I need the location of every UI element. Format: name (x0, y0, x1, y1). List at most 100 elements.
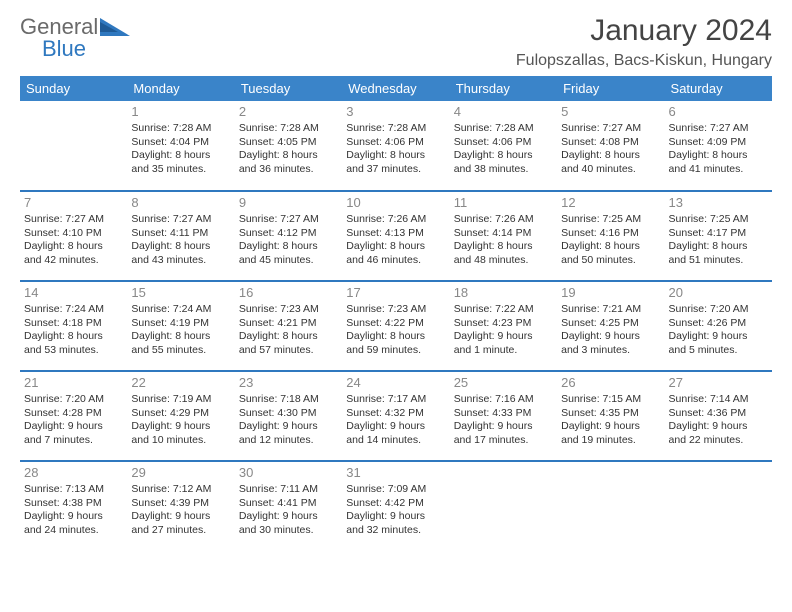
dl1-text: Daylight: 8 hours (239, 330, 338, 344)
day-number: 25 (454, 375, 553, 392)
sunset-text: Sunset: 4:39 PM (131, 497, 230, 511)
calendar-cell: 12Sunrise: 7:25 AMSunset: 4:16 PMDayligh… (557, 191, 664, 281)
calendar-cell: 1Sunrise: 7:28 AMSunset: 4:04 PMDaylight… (127, 101, 234, 191)
dl2-text: and 22 minutes. (669, 434, 768, 448)
sunset-text: Sunset: 4:26 PM (669, 317, 768, 331)
sunrise-text: Sunrise: 7:27 AM (669, 122, 768, 136)
calendar-cell: 8Sunrise: 7:27 AMSunset: 4:11 PMDaylight… (127, 191, 234, 281)
sunrise-text: Sunrise: 7:13 AM (24, 483, 123, 497)
dl1-text: Daylight: 8 hours (24, 330, 123, 344)
dl1-text: Daylight: 9 hours (669, 420, 768, 434)
calendar-row: 1Sunrise: 7:28 AMSunset: 4:04 PMDaylight… (20, 101, 772, 191)
dl2-text: and 32 minutes. (346, 524, 445, 538)
sunrise-text: Sunrise: 7:12 AM (131, 483, 230, 497)
dl2-text: and 36 minutes. (239, 163, 338, 177)
day-number: 13 (669, 195, 768, 212)
dl2-text: and 38 minutes. (454, 163, 553, 177)
sunset-text: Sunset: 4:10 PM (24, 227, 123, 241)
dl2-text: and 55 minutes. (131, 344, 230, 358)
dl2-text: and 48 minutes. (454, 254, 553, 268)
day-number: 21 (24, 375, 123, 392)
dl1-text: Daylight: 8 hours (131, 240, 230, 254)
sunset-text: Sunset: 4:17 PM (669, 227, 768, 241)
dl1-text: Daylight: 9 hours (346, 510, 445, 524)
sunset-text: Sunset: 4:14 PM (454, 227, 553, 241)
logo-triangle-icon (100, 18, 130, 36)
dl1-text: Daylight: 8 hours (669, 240, 768, 254)
dl2-text: and 30 minutes. (239, 524, 338, 538)
day-number: 9 (239, 195, 338, 212)
dl1-text: Daylight: 9 hours (454, 330, 553, 344)
dl1-text: Daylight: 8 hours (669, 149, 768, 163)
dl2-text: and 17 minutes. (454, 434, 553, 448)
sunrise-text: Sunrise: 7:28 AM (239, 122, 338, 136)
sunset-text: Sunset: 4:42 PM (346, 497, 445, 511)
day-number: 2 (239, 104, 338, 121)
sunrise-text: Sunrise: 7:20 AM (669, 303, 768, 317)
calendar-cell: 2Sunrise: 7:28 AMSunset: 4:05 PMDaylight… (235, 101, 342, 191)
day-number: 7 (24, 195, 123, 212)
calendar-cell: 18Sunrise: 7:22 AMSunset: 4:23 PMDayligh… (450, 281, 557, 371)
dl2-text: and 35 minutes. (131, 163, 230, 177)
calendar-cell: 13Sunrise: 7:25 AMSunset: 4:17 PMDayligh… (665, 191, 772, 281)
dl2-text: and 45 minutes. (239, 254, 338, 268)
sunrise-text: Sunrise: 7:24 AM (24, 303, 123, 317)
sunrise-text: Sunrise: 7:18 AM (239, 393, 338, 407)
sunset-text: Sunset: 4:30 PM (239, 407, 338, 421)
weekday-header: Sunday (20, 76, 127, 101)
day-number: 6 (669, 104, 768, 121)
calendar-cell: 30Sunrise: 7:11 AMSunset: 4:41 PMDayligh… (235, 461, 342, 551)
dl2-text: and 42 minutes. (24, 254, 123, 268)
weekday-header: Monday (127, 76, 234, 101)
dl2-text: and 50 minutes. (561, 254, 660, 268)
dl1-text: Daylight: 8 hours (131, 149, 230, 163)
sunset-text: Sunset: 4:29 PM (131, 407, 230, 421)
dl1-text: Daylight: 8 hours (346, 149, 445, 163)
dl1-text: Daylight: 9 hours (454, 420, 553, 434)
dl1-text: Daylight: 9 hours (561, 420, 660, 434)
sunset-text: Sunset: 4:41 PM (239, 497, 338, 511)
dl1-text: Daylight: 8 hours (561, 240, 660, 254)
calendar-cell: 21Sunrise: 7:20 AMSunset: 4:28 PMDayligh… (20, 371, 127, 461)
dl2-text: and 53 minutes. (24, 344, 123, 358)
weekday-header: Wednesday (342, 76, 449, 101)
dl2-text: and 37 minutes. (346, 163, 445, 177)
calendar-cell: 3Sunrise: 7:28 AMSunset: 4:06 PMDaylight… (342, 101, 449, 191)
sunset-text: Sunset: 4:06 PM (346, 136, 445, 150)
calendar-cell (665, 461, 772, 551)
header: General Blue January 2024 Fulopszallas, … (20, 14, 772, 70)
weekday-header: Thursday (450, 76, 557, 101)
sunset-text: Sunset: 4:25 PM (561, 317, 660, 331)
sunrise-text: Sunrise: 7:28 AM (131, 122, 230, 136)
sunrise-text: Sunrise: 7:26 AM (454, 213, 553, 227)
dl1-text: Daylight: 9 hours (239, 420, 338, 434)
calendar-cell: 29Sunrise: 7:12 AMSunset: 4:39 PMDayligh… (127, 461, 234, 551)
dl2-text: and 19 minutes. (561, 434, 660, 448)
dl1-text: Daylight: 8 hours (24, 240, 123, 254)
day-number: 23 (239, 375, 338, 392)
sunrise-text: Sunrise: 7:28 AM (454, 122, 553, 136)
sunset-text: Sunset: 4:13 PM (346, 227, 445, 241)
calendar-cell: 10Sunrise: 7:26 AMSunset: 4:13 PMDayligh… (342, 191, 449, 281)
dl2-text: and 40 minutes. (561, 163, 660, 177)
dl1-text: Daylight: 9 hours (131, 420, 230, 434)
sunrise-text: Sunrise: 7:27 AM (239, 213, 338, 227)
sunrise-text: Sunrise: 7:24 AM (131, 303, 230, 317)
dl1-text: Daylight: 9 hours (24, 510, 123, 524)
sunrise-text: Sunrise: 7:15 AM (561, 393, 660, 407)
calendar-cell: 5Sunrise: 7:27 AMSunset: 4:08 PMDaylight… (557, 101, 664, 191)
day-number: 29 (131, 465, 230, 482)
sunset-text: Sunset: 4:12 PM (239, 227, 338, 241)
sunset-text: Sunset: 4:06 PM (454, 136, 553, 150)
sunset-text: Sunset: 4:23 PM (454, 317, 553, 331)
sunrise-text: Sunrise: 7:28 AM (346, 122, 445, 136)
weekday-header: Saturday (665, 76, 772, 101)
sunrise-text: Sunrise: 7:26 AM (346, 213, 445, 227)
dl1-text: Daylight: 9 hours (561, 330, 660, 344)
sunrise-text: Sunrise: 7:14 AM (669, 393, 768, 407)
dl2-text: and 7 minutes. (24, 434, 123, 448)
calendar-cell: 26Sunrise: 7:15 AMSunset: 4:35 PMDayligh… (557, 371, 664, 461)
calendar-cell (20, 101, 127, 191)
sunrise-text: Sunrise: 7:09 AM (346, 483, 445, 497)
dl1-text: Daylight: 9 hours (669, 330, 768, 344)
